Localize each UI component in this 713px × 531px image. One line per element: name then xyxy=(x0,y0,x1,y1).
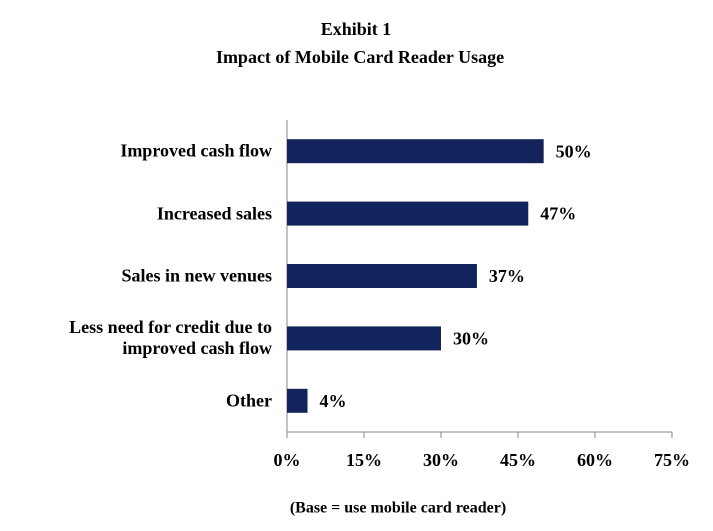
y-tick-label: Less need for credit due to improved cas… xyxy=(69,317,272,359)
value-label: 30% xyxy=(453,329,489,349)
bar xyxy=(287,201,529,226)
bar xyxy=(287,388,308,413)
value-label: 50% xyxy=(556,141,592,161)
x-axis-label: (Base = use mobile card reader) xyxy=(290,500,506,517)
chart-title: Exhibit 1 xyxy=(321,19,392,39)
y-tick-label: Other xyxy=(226,390,272,411)
y-tick-label: Improved cash flow xyxy=(120,140,272,161)
value-label: 37% xyxy=(489,266,525,286)
y-tick-label: Sales in new venues xyxy=(121,265,272,286)
bar xyxy=(287,139,544,164)
bar xyxy=(287,326,441,351)
x-tick-label: 75% xyxy=(654,450,690,470)
chart-subtitle: Impact of Mobile Card Reader Usage xyxy=(216,47,504,67)
value-label: 4% xyxy=(320,391,347,411)
bar xyxy=(287,264,477,288)
x-tick-label: 45% xyxy=(500,450,536,470)
x-tick-label: 30% xyxy=(423,450,459,470)
x-tick-label: 0% xyxy=(274,450,301,470)
value-label: 47% xyxy=(540,204,576,224)
x-tick-label: 60% xyxy=(577,450,613,470)
x-tick-label: 15% xyxy=(346,450,382,470)
y-tick-label: Increased sales xyxy=(156,203,272,224)
